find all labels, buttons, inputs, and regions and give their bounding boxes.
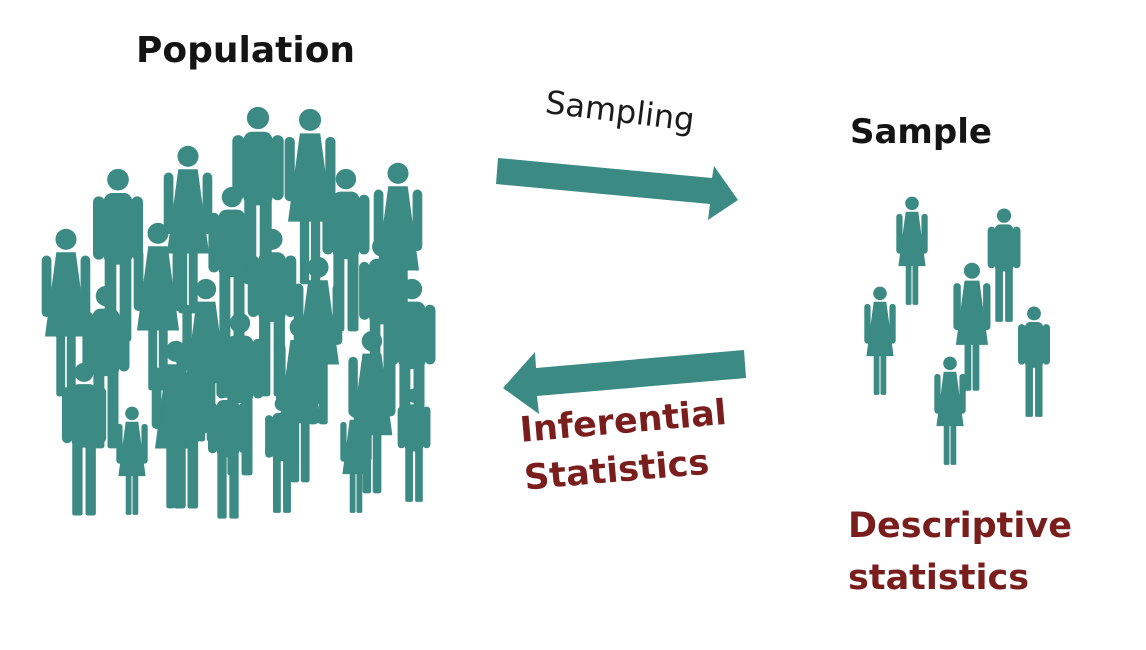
female-figure-icon: [953, 262, 991, 391]
male-figure-icon: [1018, 306, 1050, 417]
female-figure-icon: [896, 196, 928, 305]
arrow-left-icon: [503, 350, 746, 414]
sample-title: Sample: [850, 112, 992, 152]
population-title: Population: [136, 30, 356, 71]
descriptive-line-2: statistics: [848, 558, 1030, 598]
sample-group: [864, 196, 1050, 465]
arrow-right-icon: [496, 158, 738, 220]
population-crowd: [41, 106, 436, 519]
descriptive-statistics-label: Descriptive statistics: [848, 500, 1072, 604]
inferential-statistics-label: Inferential Statistics: [518, 389, 733, 503]
female-figure-icon: [864, 286, 896, 395]
female-figure-icon: [934, 356, 966, 465]
sampling-arrow: [496, 158, 738, 220]
female-figure-icon: [116, 406, 148, 515]
inferential-arrow: [503, 350, 746, 414]
male-figure-icon: [987, 208, 1021, 322]
descriptive-line-1: Descriptive: [848, 506, 1072, 546]
